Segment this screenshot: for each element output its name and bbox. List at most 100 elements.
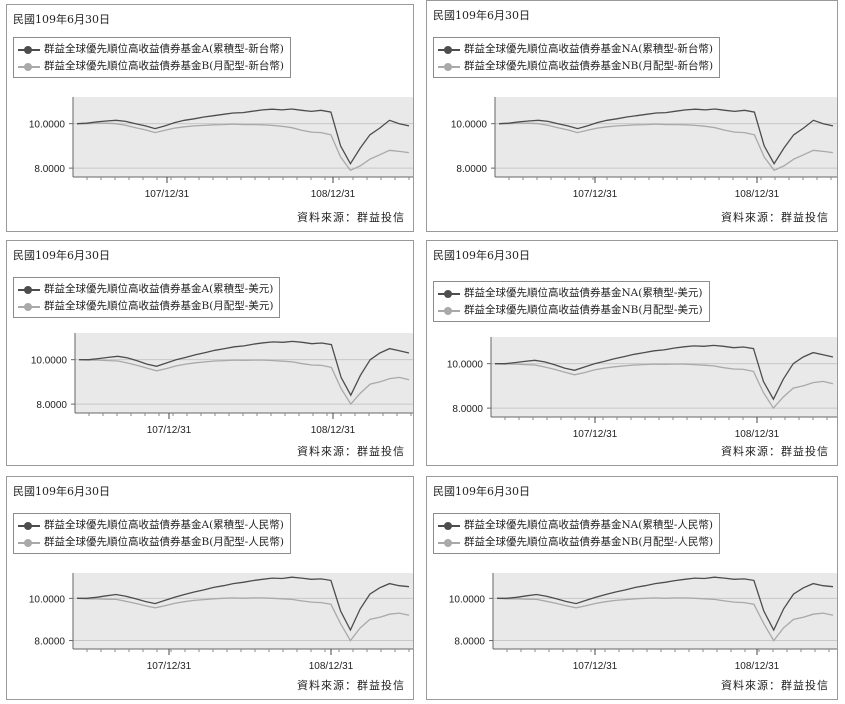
y-tick-label: 10.0000: [29, 594, 66, 605]
source-label: 資料來源：群益投信: [721, 445, 829, 458]
legend-item-series-b: 群益全球優先順位高收益債券基金B(月配型-人民幣): [18, 534, 284, 551]
chart-panel-4: 民國109年6月30日 群益全球優先順位高收益債券基金A(累積型-人民幣) 群益…: [6, 476, 414, 700]
legend-item-series-na: 群益全球優先順位高收益債券基金NA(累積型-新台幣): [438, 41, 713, 58]
x-tick-label: 108/12/31: [735, 189, 780, 200]
chart-legend: 群益全球優先順位高收益債券基金A(累積型-美元) 群益全球優先順位高收益債券基金…: [13, 277, 281, 318]
series-line-dark: [76, 108, 410, 165]
y-tick-label: 8.0000: [456, 164, 487, 175]
nav-line-chart: 10.0000 8.0000 107/12/31 108/12/31: [31, 333, 413, 436]
y-tick-label: 10.0000: [31, 356, 68, 367]
legend-item-series-a: 群益全球優先順位高收益債券基金A(累積型-美元): [18, 281, 273, 298]
legend-dark-line-icon: [18, 285, 40, 295]
y-tick-label: 10.0000: [447, 360, 484, 371]
series-line-light: [499, 122, 834, 172]
chart-legend: 群益全球優先順位高收益債券基金A(累積型-人民幣) 群益全球優先順位高收益債券基…: [13, 513, 291, 554]
chart-legend: 群益全球優先順位高收益債券基金NA(累積型-人民幣) 群益全球優先順位高收益債券…: [433, 513, 721, 554]
legend-light-line-icon: [18, 62, 40, 72]
y-tick-label: 8.0000: [452, 404, 483, 415]
legend-item-series-nb: 群益全球優先順位高收益債券基金NB(月配型-新台幣): [438, 58, 713, 75]
panel-date: 民國109年6月30日: [433, 485, 530, 498]
legend-label: 群益全球優先順位高收益債券基金A(累積型-新台幣): [44, 43, 284, 55]
legend-item-series-b: 群益全球優先順位高收益債券基金B(月配型-新台幣): [18, 58, 284, 75]
y-tick-label: 8.0000: [34, 637, 65, 648]
x-tick-label: 107/12/31: [147, 661, 192, 672]
nav-line-chart: 10.0000 8.0000 107/12/31 108/12/31: [29, 97, 413, 200]
x-tick-label: 107/12/31: [145, 189, 190, 200]
nav-line-chart: 10.0000 8.0000 107/12/31 108/12/31: [449, 573, 837, 672]
y-tick-label: 8.0000: [34, 164, 65, 175]
x-tick-label: 108/12/31: [735, 429, 780, 440]
series-line-dark: [497, 576, 834, 632]
plot-area: [493, 573, 837, 649]
legend-item-series-a: 群益全球優先順位高收益債券基金A(累積型-人民幣): [18, 517, 284, 534]
series-line-light: [76, 597, 410, 642]
plot-area: [73, 97, 413, 177]
legend-dark-line-icon: [18, 521, 40, 531]
legend-item-series-na: 群益全球優先順位高收益債券基金NA(累積型-人民幣): [438, 517, 713, 534]
legend-item-series-na: 群益全球優先順位高收益債券基金NA(累積型-美元): [438, 285, 703, 302]
source-label: 資料來源：群益投信: [297, 679, 405, 692]
legend-item-series-b: 群益全球優先順位高收益債券基金B(月配型-美元): [18, 298, 273, 315]
y-tick-label: 8.0000: [36, 400, 67, 411]
legend-label: 群益全球優先順位高收益債券基金NB(月配型-新台幣): [464, 60, 714, 72]
chart-panel-0: 民國109年6月30日 群益全球優先順位高收益債券基金A(累積型-新台幣) 群益…: [6, 4, 414, 232]
x-tick-label: 108/12/31: [311, 425, 356, 436]
series-line-dark: [495, 344, 834, 401]
legend-item-series-nb: 群益全球優先順位高收益債券基金NB(月配型-人民幣): [438, 534, 713, 551]
source-label: 資料來源：群益投信: [721, 679, 829, 692]
legend-light-line-icon: [438, 306, 460, 316]
panel-date: 民國109年6月30日: [433, 9, 530, 22]
nav-line-chart: 10.0000 8.0000 107/12/31 108/12/31: [447, 337, 837, 440]
chart-panel-3: 民國109年6月30日 群益全球優先順位高收益債券基金NA(累積型-美元) 群益…: [426, 240, 838, 466]
legend-light-line-icon: [438, 538, 460, 548]
plot-area: [73, 573, 413, 649]
series-line-light: [78, 359, 410, 406]
legend-dark-line-icon: [18, 45, 40, 55]
series-line-light: [77, 122, 410, 172]
legend-label: 群益全球優先順位高收益債券基金B(月配型-美元): [44, 300, 274, 312]
legend-label: 群益全球優先順位高收益債券基金A(累積型-美元): [44, 283, 274, 295]
chart-panel-2: 民國109年6月30日 群益全球優先順位高收益債券基金A(累積型-美元) 群益全…: [6, 240, 414, 466]
x-tick-label: 108/12/31: [311, 189, 356, 200]
panel-date: 民國109年6月30日: [13, 485, 110, 498]
legend-light-line-icon: [18, 538, 40, 548]
legend-label: 群益全球優先順位高收益債券基金NA(累積型-新台幣): [464, 43, 714, 55]
legend-light-line-icon: [18, 302, 40, 312]
y-tick-label: 8.0000: [454, 637, 485, 648]
nav-line-chart: 10.0000 8.0000 107/12/31 108/12/31: [451, 97, 837, 200]
series-line-dark: [79, 340, 410, 397]
source-label: 資料來源：群益投信: [297, 445, 405, 458]
legend-label: 群益全球優先順位高收益債券基金NA(累積型-人民幣): [464, 519, 714, 531]
series-line-dark: [77, 576, 410, 632]
panel-date: 民國109年6月30日: [13, 249, 110, 262]
chart-panel-1: 民國109年6月30日 群益全球優先順位高收益債券基金NA(累積型-新台幣) 群…: [426, 0, 838, 232]
legend-label: 群益全球優先順位高收益債券基金NB(月配型-人民幣): [464, 536, 714, 548]
source-label: 資料來源：群益投信: [297, 211, 405, 224]
chart-legend: 群益全球優先順位高收益債券基金A(累積型-新台幣) 群益全球優先順位高收益債券基…: [13, 37, 291, 78]
y-tick-label: 10.0000: [449, 594, 486, 605]
x-tick-label: 108/12/31: [735, 661, 780, 672]
nav-line-chart: 10.0000 8.0000 107/12/31 108/12/31: [29, 573, 413, 672]
x-tick-label: 107/12/31: [573, 189, 618, 200]
chart-legend: 群益全球優先順位高收益債券基金NA(累積型-新台幣) 群益全球優先順位高收益債券…: [433, 37, 721, 78]
chart-legend: 群益全球優先順位高收益債券基金NA(累積型-美元) 群益全球優先順位高收益債券基…: [433, 281, 710, 322]
legend-dark-line-icon: [438, 289, 460, 299]
source-label: 資料來源：群益投信: [721, 211, 829, 224]
panel-date: 民國109年6月30日: [433, 249, 530, 262]
legend-label: 群益全球優先順位高收益債券基金NA(累積型-美元): [464, 287, 703, 299]
x-tick-label: 107/12/31: [573, 429, 618, 440]
x-tick-label: 108/12/31: [309, 661, 354, 672]
legend-light-line-icon: [438, 62, 460, 72]
legend-label: 群益全球優先順位高收益債券基金NB(月配型-美元): [464, 304, 703, 316]
x-tick-label: 107/12/31: [147, 425, 192, 436]
panel-date: 民國109年6月30日: [13, 13, 110, 26]
x-tick-label: 107/12/31: [573, 661, 618, 672]
series-line-dark: [498, 108, 834, 165]
legend-dark-line-icon: [438, 521, 460, 531]
y-tick-label: 10.0000: [29, 120, 66, 131]
series-line-light: [496, 597, 834, 642]
legend-item-series-a: 群益全球優先順位高收益債券基金A(累積型-新台幣): [18, 41, 284, 58]
y-tick-label: 10.0000: [451, 120, 488, 131]
legend-label: 群益全球優先順位高收益債券基金B(月配型-人民幣): [44, 536, 284, 548]
legend-label: 群益全球優先順位高收益債券基金A(累積型-人民幣): [44, 519, 284, 531]
